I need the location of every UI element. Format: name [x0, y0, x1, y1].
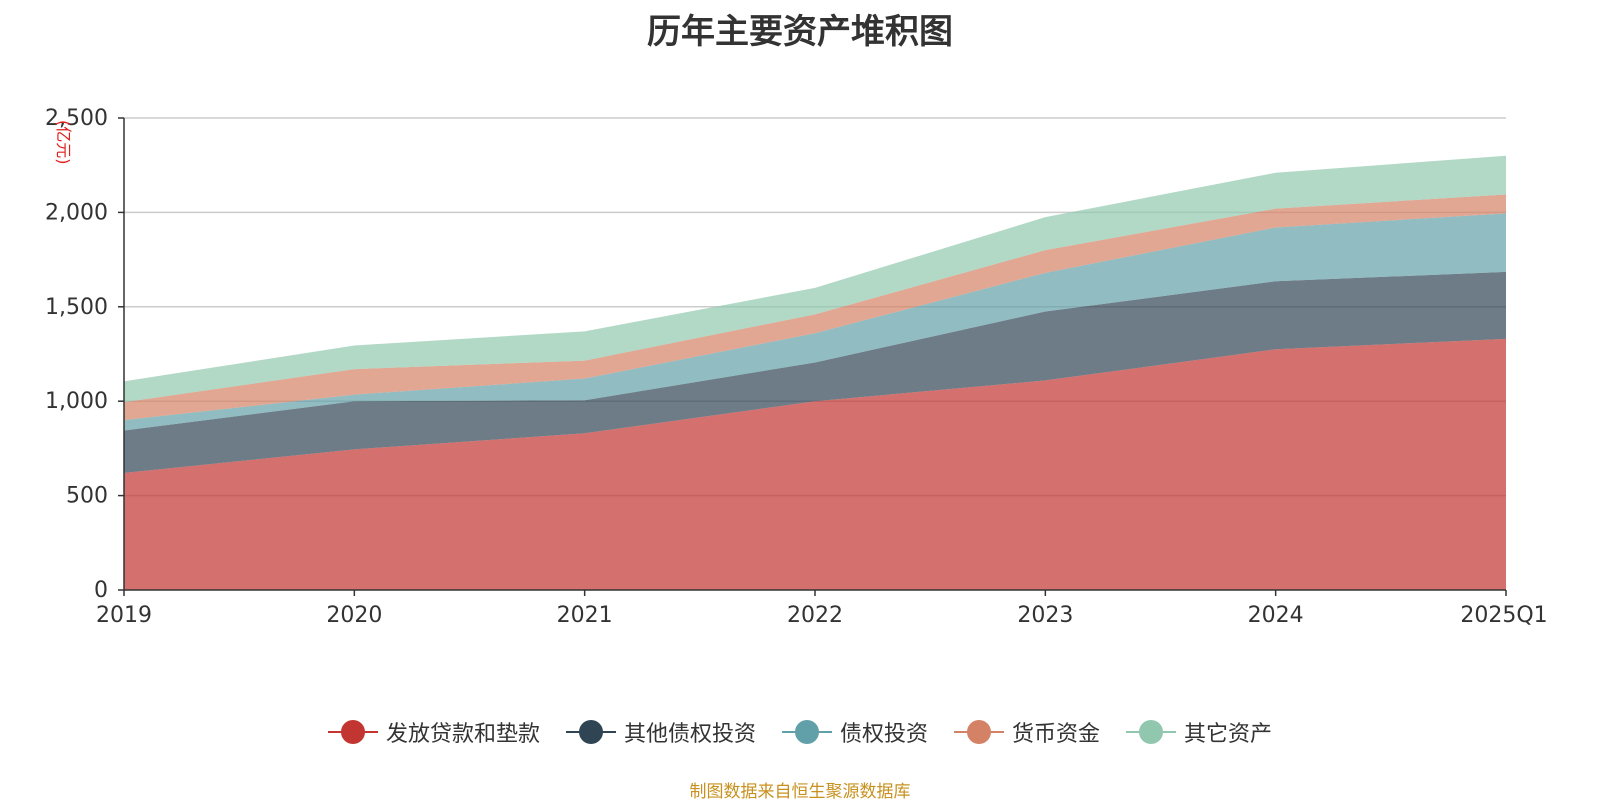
legend-label: 发放贷款和垫款: [385, 722, 540, 747]
x-tick-label: 2021: [557, 603, 613, 628]
y-tick-label: 2,000: [45, 200, 108, 225]
y-tick-label: 0: [94, 578, 108, 603]
legend-marker: [781, 719, 832, 745]
area-series-5: [124, 155, 1506, 403]
legend-label: 其它资产: [1184, 722, 1273, 747]
y-tick-label: 2,500: [45, 106, 108, 131]
legend-marker: [565, 719, 616, 745]
legend-label: 货币资金: [1012, 722, 1101, 747]
area-series-1: [124, 338, 1506, 590]
legend-item-3[interactable]: 债权投资: [781, 716, 928, 748]
legend-marker: [327, 719, 378, 745]
y-tick-label: 500: [66, 484, 108, 509]
y-tick-label: 1,000: [45, 389, 108, 414]
area-series-2: [124, 271, 1506, 473]
area-series-4: [124, 194, 1506, 421]
axes: 0 500 1,000 1,500 2,000 2,500 2019 2020 2021 2022…: [45, 106, 1548, 628]
x-tick-label: 2022: [787, 603, 843, 628]
legend-label: 其他债权投资: [623, 722, 756, 747]
x-tick-label: 2024: [1248, 603, 1304, 628]
legend-item-4[interactable]: 货币资金: [954, 716, 1100, 748]
area-series-3: [124, 213, 1506, 431]
y-axis-unit: (亿元): [54, 120, 73, 165]
y-tick-label: 1,500: [45, 295, 108, 320]
legend-item-5[interactable]: 其它资产: [1126, 716, 1272, 748]
area-series: [124, 155, 1506, 590]
legend-item-1[interactable]: 发放贷款和垫款: [327, 716, 540, 748]
x-tick-label: 2020: [326, 603, 382, 628]
legend-label: 债权投资: [839, 722, 928, 747]
legend-item-2[interactable]: 其他债权投资: [565, 716, 756, 748]
legend-marker: [954, 719, 1004, 745]
source-note: 制图数据来自恒生聚源数据库: [689, 782, 911, 802]
x-tick-label: 2025Q1: [1460, 603, 1547, 628]
legend-marker: [1126, 719, 1177, 745]
x-tick-label: 2023: [1017, 603, 1073, 628]
chart-title: 历年主要资产堆积图: [647, 12, 953, 52]
legend: 发放贷款和垫款 其他债权投资 债权投资 货币资金 其它资产: [0, 716, 1600, 748]
x-tick-label: 2019: [96, 603, 152, 628]
